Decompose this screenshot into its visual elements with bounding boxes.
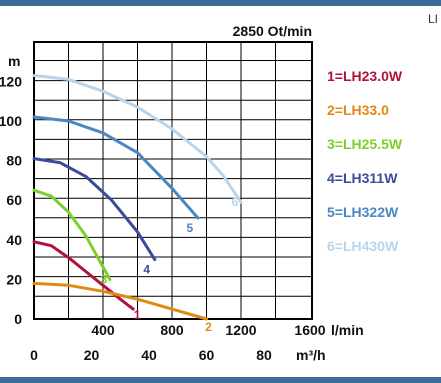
y-tick-label: 100 (0, 113, 22, 129)
curve-5 (32, 115, 200, 220)
curve-label-2: 2 (205, 320, 212, 334)
y-tick-labels: 0 20 40 60 80 100 120 (0, 73, 22, 327)
curve-label-5: 5 (187, 221, 194, 235)
legend-entry: 1=LH23.0W (327, 68, 403, 84)
x-tick-label-secondary: 0 (30, 347, 38, 363)
chart-title: 2850 Ot/min (233, 23, 312, 39)
x-tick-label-secondary: 20 (84, 347, 100, 363)
curve-4 (32, 157, 157, 262)
x-tick-label-primary: 400 (91, 322, 115, 338)
corner-text: LI (428, 12, 439, 26)
x-tick-labels-secondary: 0 20 40 60 80 (30, 347, 272, 363)
y-tick-label: 120 (0, 73, 22, 89)
curve-1 (32, 240, 135, 311)
legend-entry: 6=LH430W (327, 238, 399, 254)
curve-label-4: 4 (143, 263, 150, 277)
curves: 1 2 3 4 5 6 (32, 74, 243, 334)
x-axis-label-secondary: m³/h (296, 347, 326, 363)
x-tick-label-secondary: 80 (256, 347, 272, 363)
y-tick-label: 80 (6, 153, 22, 169)
legend-entry: 4=LH311W (327, 170, 398, 186)
curve-2 (32, 281, 208, 321)
y-axis-label: m (8, 53, 20, 69)
bottom-band (0, 377, 441, 383)
legend-entry: 5=LH322W (327, 204, 399, 220)
x-tick-label-primary: 1200 (225, 322, 256, 338)
legend-entry: 3=LH25.5W (327, 136, 403, 152)
plot-frame (33, 41, 313, 320)
x-tick-label-primary: 800 (160, 322, 184, 338)
y-tick-label: 60 (6, 192, 22, 208)
y-tick-label: 20 (6, 271, 22, 287)
grid (33, 41, 313, 320)
x-tick-labels-primary: 400 800 1200 1600 (91, 322, 325, 338)
x-tick-label-secondary: 60 (199, 347, 215, 363)
curve-3 (32, 188, 112, 281)
x-tick-label-primary: 1600 (294, 322, 325, 338)
curve-label-1: 1 (134, 308, 141, 322)
legend: 1=LH23.0W 2=LH33.0 3=LH25.5W 4=LH311W 5=LH32… (327, 68, 403, 254)
curve-label-3: 3 (101, 272, 108, 286)
curve-label-6: 6 (232, 195, 239, 209)
top-band (0, 0, 441, 6)
legend-entry: 2=LH33.0 (327, 102, 389, 118)
curve-6 (32, 74, 243, 204)
y-tick-label: 0 (14, 311, 22, 327)
x-tick-label-secondary: 40 (141, 347, 157, 363)
x-axis-label-primary: l/min (331, 322, 364, 338)
y-tick-label: 40 (6, 232, 22, 248)
